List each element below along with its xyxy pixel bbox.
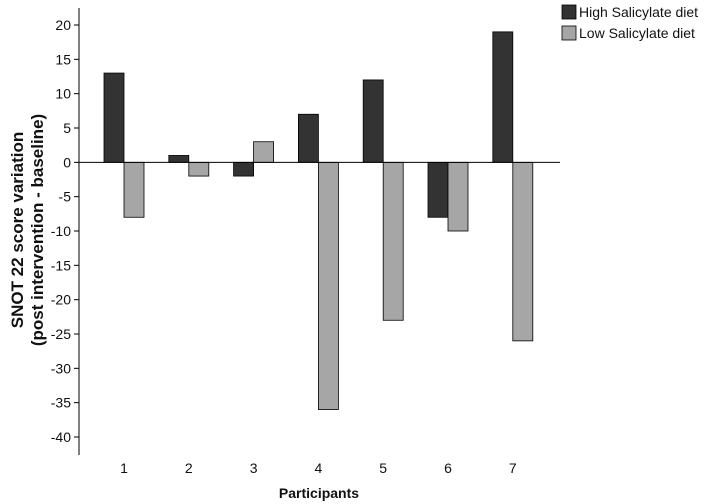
y-tick-label: -30 (51, 360, 71, 376)
bar-high-salicylate (362, 79, 384, 163)
legend-swatch-high (561, 4, 577, 20)
x-tick-label: 3 (250, 460, 258, 476)
y-tick-label: 0 (63, 154, 71, 170)
y-tick-label: -35 (51, 395, 71, 411)
y-tick-label: -25 (51, 326, 71, 342)
x-tick-label: 1 (120, 460, 128, 476)
bar-high-salicylate (233, 161, 255, 177)
y-tick-label: -10 (51, 223, 71, 239)
y-axis-title-line-2: (post intervention - baseline) (28, 114, 47, 346)
bar-low-salicylate (447, 161, 469, 232)
legend-label-low: Low Salicylate diet (579, 25, 695, 41)
x-tick-label: 7 (509, 460, 517, 476)
x-axis: 1 2 3 4 5 6 7 (79, 161, 560, 476)
y-tick-label: -5 (59, 189, 72, 205)
bar-low-salicylate (253, 141, 275, 163)
legend-label-high: High Salicylate diet (579, 4, 698, 20)
legend-swatch-low (561, 25, 577, 41)
bar-high-salicylate (297, 113, 319, 163)
bar-low-salicylate (123, 161, 145, 218)
bar-low-salicylate (317, 161, 339, 410)
bar-low-salicylate (382, 161, 404, 321)
x-tick-label: 4 (315, 460, 323, 476)
x-tick-label: 5 (379, 460, 387, 476)
x-tick-label: 6 (444, 460, 452, 476)
bar-high-salicylate (427, 161, 449, 218)
y-tick-label: -15 (51, 257, 71, 273)
y-tick-label: 10 (55, 86, 71, 102)
y-axis-title-line-1: SNOT 22 score variation (8, 132, 27, 329)
x-axis-title: Participants (279, 485, 359, 501)
y-tick-label: -20 (51, 292, 71, 308)
bar-low-salicylate (512, 161, 534, 342)
bar-low-salicylate (188, 161, 210, 177)
bar-high-salicylate (168, 155, 190, 163)
y-tick-label: -40 (51, 429, 71, 445)
y-tick-label: 15 (55, 51, 71, 67)
x-tick-label: 2 (185, 460, 193, 476)
bar-high-salicylate (103, 72, 125, 163)
y-axis: 20 15 10 5 0 -5 -10 -15 -20 -25 -30 -35 -40 (51, 8, 80, 455)
y-tick-label: 5 (63, 120, 71, 136)
bars (103, 31, 534, 410)
y-tick-label: 20 (55, 17, 71, 33)
legend: High Salicylate diet Low Salicylate diet (561, 4, 698, 41)
bar-high-salicylate (492, 31, 514, 163)
